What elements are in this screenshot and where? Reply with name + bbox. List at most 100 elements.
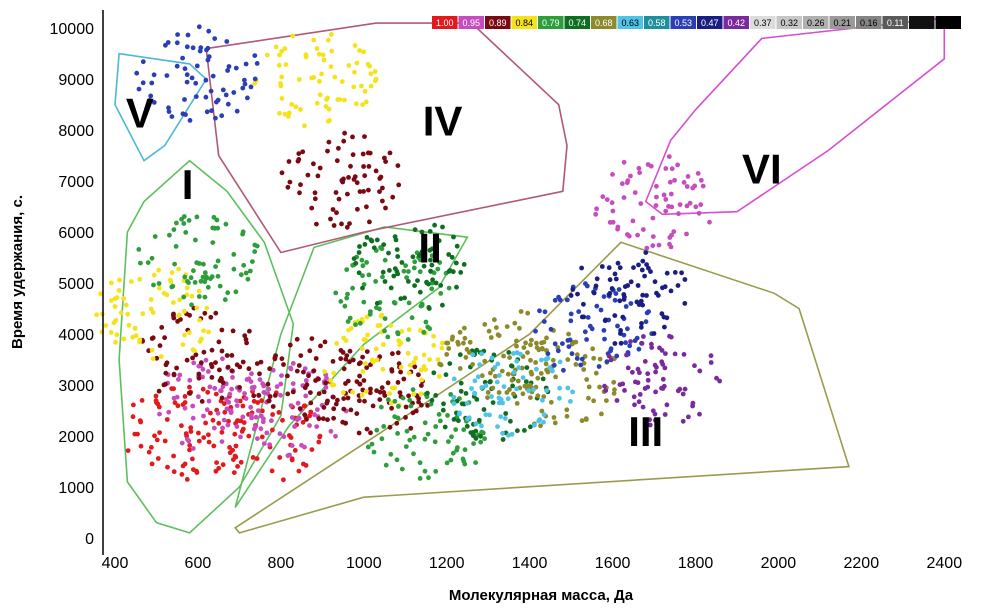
- data-point: [203, 77, 209, 83]
- data-point: [433, 424, 439, 429]
- data-point: [472, 390, 477, 396]
- data-point: [545, 351, 551, 357]
- data-point: [206, 432, 211, 438]
- legend-swatch: [538, 16, 564, 29]
- data-point: [147, 98, 153, 103]
- data-point: [248, 84, 254, 90]
- data-point: [210, 417, 216, 423]
- data-point: [635, 232, 640, 238]
- legend-label: 0.16: [860, 18, 878, 28]
- y-axis-title: Время удержания, с.: [9, 195, 26, 349]
- data-point: [240, 359, 246, 365]
- data-point: [341, 406, 347, 412]
- data-point: [191, 467, 196, 472]
- data-point: [210, 240, 216, 246]
- data-point: [205, 389, 211, 395]
- data-point: [368, 430, 373, 436]
- point-cluster-11: [136, 214, 260, 308]
- data-point: [617, 265, 623, 271]
- data-point: [215, 273, 221, 279]
- legend-item: 0.47: [697, 16, 723, 29]
- data-point: [314, 424, 320, 429]
- data-point: [196, 438, 202, 444]
- data-point: [584, 283, 590, 289]
- data-point: [457, 352, 463, 358]
- data-point: [331, 415, 336, 421]
- data-point: [505, 371, 511, 377]
- data-point: [407, 362, 413, 368]
- data-point: [255, 436, 260, 441]
- data-point: [604, 197, 610, 203]
- legend-item: 0.89: [485, 16, 511, 29]
- data-point: [416, 372, 421, 378]
- data-point: [219, 113, 225, 119]
- data-point: [438, 418, 443, 424]
- data-point: [140, 59, 146, 65]
- data-point: [281, 362, 286, 367]
- data-point: [224, 39, 230, 44]
- data-point: [359, 392, 365, 398]
- data-point: [175, 319, 181, 324]
- data-point: [213, 115, 218, 121]
- data-point: [278, 381, 284, 387]
- data-point: [367, 150, 373, 156]
- data-point: [440, 224, 445, 230]
- data-point: [564, 297, 570, 303]
- data-point: [462, 447, 468, 453]
- data-point: [309, 205, 315, 211]
- data-point: [208, 410, 213, 416]
- data-point: [422, 468, 428, 474]
- data-point: [146, 449, 152, 455]
- data-point: [388, 285, 394, 291]
- data-point: [306, 373, 311, 379]
- data-point: [638, 324, 644, 330]
- data-point: [243, 270, 249, 276]
- legend-label: 0.11: [887, 18, 904, 28]
- data-point: [360, 369, 366, 374]
- data-point: [423, 319, 429, 325]
- data-point: [431, 370, 437, 376]
- data-point: [413, 408, 419, 414]
- data-point: [354, 180, 360, 186]
- data-point: [200, 366, 206, 372]
- data-point: [485, 390, 491, 395]
- data-point: [620, 314, 626, 320]
- data-point: [417, 460, 423, 466]
- data-point: [438, 283, 444, 288]
- legend-swatch: [617, 16, 643, 29]
- data-point: [632, 402, 637, 408]
- data-point: [383, 462, 389, 468]
- data-point: [599, 264, 605, 269]
- data-point: [223, 221, 229, 227]
- data-point: [557, 297, 563, 303]
- data-point: [152, 234, 158, 239]
- legend-item: 0.74: [564, 16, 590, 29]
- data-point: [150, 335, 156, 341]
- data-point: [295, 400, 301, 406]
- data-point: [631, 394, 637, 400]
- data-point: [354, 411, 360, 416]
- data-point: [388, 451, 394, 457]
- data-point: [636, 399, 642, 405]
- data-point: [304, 382, 310, 388]
- data-point: [424, 279, 429, 285]
- y-tick-label: 8000: [58, 123, 94, 140]
- data-point: [226, 418, 231, 424]
- data-point: [234, 362, 240, 368]
- x-tick-label: 1400: [512, 555, 548, 572]
- data-point: [657, 345, 662, 351]
- data-point: [627, 343, 633, 349]
- data-point: [672, 177, 677, 183]
- data-point: [541, 319, 547, 324]
- data-point: [309, 336, 315, 341]
- data-point: [350, 285, 355, 291]
- data-point: [473, 421, 479, 427]
- data-point: [640, 404, 646, 410]
- data-point: [399, 260, 405, 265]
- data-point: [171, 300, 176, 305]
- x-tick-label: 1800: [678, 555, 714, 572]
- data-point: [507, 355, 512, 360]
- data-point: [360, 273, 365, 279]
- data-point: [446, 269, 452, 274]
